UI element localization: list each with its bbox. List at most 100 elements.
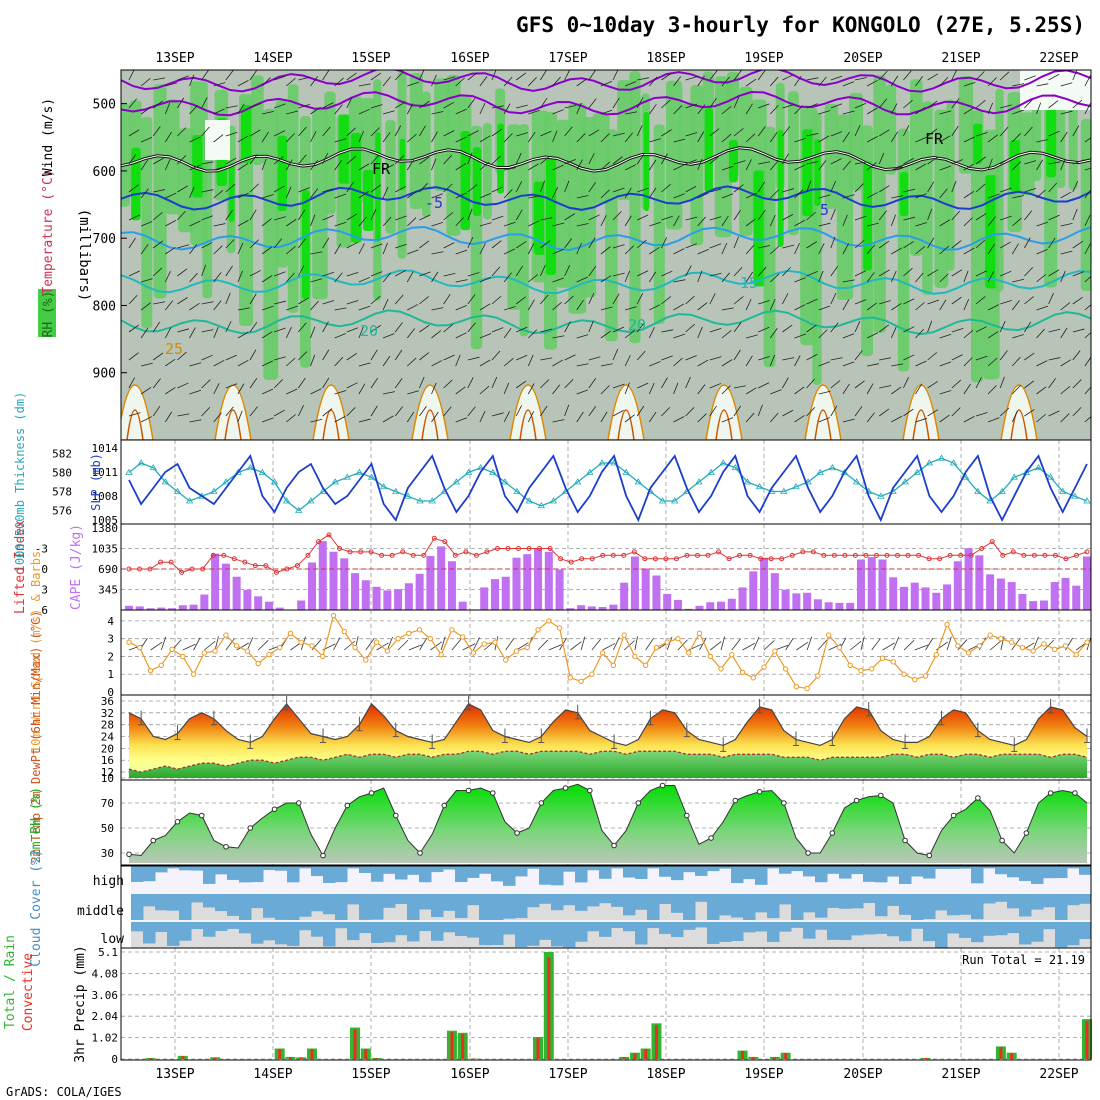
rh-moist-band: [1032, 89, 1042, 181]
cloud-cover-cell: [179, 922, 192, 941]
cloud-row-label: middle: [77, 904, 124, 919]
wind-barb: [455, 386, 466, 395]
wind-speed-point: [190, 671, 197, 677]
wind-barb: [818, 160, 827, 171]
thickness-point: [149, 463, 157, 471]
cloud-cover-cell: [971, 866, 984, 884]
wind-barb: [1048, 357, 1061, 361]
wind-barb: [697, 104, 706, 115]
thickness-point: [974, 487, 982, 494]
wind-barb: [915, 383, 923, 395]
wind-barb: [830, 292, 837, 305]
precip-convective-bar: [751, 1057, 755, 1059]
wind-barb: [588, 70, 596, 81]
wind-barb: [697, 158, 703, 171]
li-point: [884, 552, 890, 558]
cloud-cover-cell: [383, 922, 396, 943]
wind-barb: [140, 188, 149, 199]
li-point: [1000, 552, 1006, 558]
wind-barb: [1072, 407, 1082, 417]
cloud-cover-cell: [875, 894, 888, 917]
wind-barb: [903, 188, 916, 193]
wind-barb: [939, 165, 952, 171]
wind-barb: [334, 77, 344, 87]
wind-barb: [322, 321, 329, 333]
wind-barb: [1048, 214, 1060, 221]
cloud-cover-cell: [959, 894, 972, 915]
thickness-point: [282, 497, 291, 504]
surface-wind-barb: [613, 637, 620, 651]
wind-barb: [963, 270, 969, 283]
thickness-point: [343, 473, 351, 480]
cloud-cover-cell: [707, 866, 720, 872]
wind-barb: [334, 390, 347, 395]
rh-point: [1072, 790, 1078, 796]
precip-panel: 5.14.083.062.041.020 Run Total = 21.19 3…: [3, 935, 1092, 1066]
wind-barb: [503, 328, 512, 339]
li-point: [1052, 552, 1058, 558]
cape-bar: [189, 604, 198, 610]
bottom-date-label: 19SEP: [744, 1067, 783, 1082]
cloud-cover-cell: [1007, 922, 1020, 934]
wind-barb: [491, 128, 503, 137]
thickness-point: [428, 497, 436, 504]
wind-barb: [891, 166, 903, 171]
wind-barb: [479, 76, 488, 87]
cloud-cover-cell: [215, 894, 228, 912]
contour-label: -5: [425, 194, 443, 212]
wind-barb: [818, 390, 831, 395]
cloud-cover-cell: [659, 894, 672, 904]
pressure-tick-label: 800: [93, 299, 116, 314]
wind-barb: [794, 304, 806, 311]
wind-barb: [540, 357, 553, 361]
wind-barb: [443, 154, 453, 165]
wind-barb: [661, 270, 673, 277]
wind-barb: [951, 328, 964, 333]
wind-barb: [298, 104, 310, 109]
wind-barb: [225, 70, 234, 81]
wind-barb: [673, 193, 685, 199]
wind-barb: [201, 161, 214, 165]
rh-point: [975, 795, 981, 801]
wind-barb: [249, 239, 259, 249]
cloud-cover-cell: [371, 922, 384, 943]
wind-speed-point: [858, 667, 864, 674]
rh-point: [950, 812, 957, 819]
wind-barb: [273, 238, 283, 249]
thickness-point: [695, 478, 703, 485]
li-point: [663, 556, 669, 562]
wind-tick-label: 1: [107, 668, 114, 681]
wind-barb: [467, 152, 473, 165]
wind-barb: [636, 350, 646, 361]
isotherm-lines: [121, 70, 1091, 336]
cloud-cover-cell: [167, 894, 180, 911]
surface-wind-barb: [225, 638, 235, 651]
wind-barb: [564, 238, 573, 249]
cape-bar: [813, 599, 822, 610]
top-date-label: 18SEP: [646, 51, 685, 66]
li-tick-label: 0: [41, 563, 48, 576]
wind-barb: [140, 386, 152, 395]
wind-barb: [866, 412, 875, 423]
rh-saturated-band: [1046, 109, 1057, 178]
li-point: [726, 556, 732, 562]
wind-barb: [491, 376, 498, 389]
wind-barb: [769, 354, 776, 367]
cape-bar: [824, 602, 833, 610]
cape-bar: [178, 605, 187, 610]
cloud-cover-cell: [1043, 922, 1056, 930]
wind-barb: [890, 214, 896, 227]
wind-barb: [1012, 109, 1024, 115]
cloud-cover-cell: [239, 894, 252, 920]
thickness-point: [464, 468, 473, 475]
wind-barb: [564, 70, 571, 81]
wind-barb: [455, 249, 468, 255]
wind-barb: [298, 238, 306, 249]
wind-barb: [999, 126, 1009, 137]
cape-bar: [717, 601, 726, 610]
wind-barb: [407, 217, 417, 227]
cape-bar: [566, 608, 575, 610]
wind-barb: [540, 264, 546, 277]
